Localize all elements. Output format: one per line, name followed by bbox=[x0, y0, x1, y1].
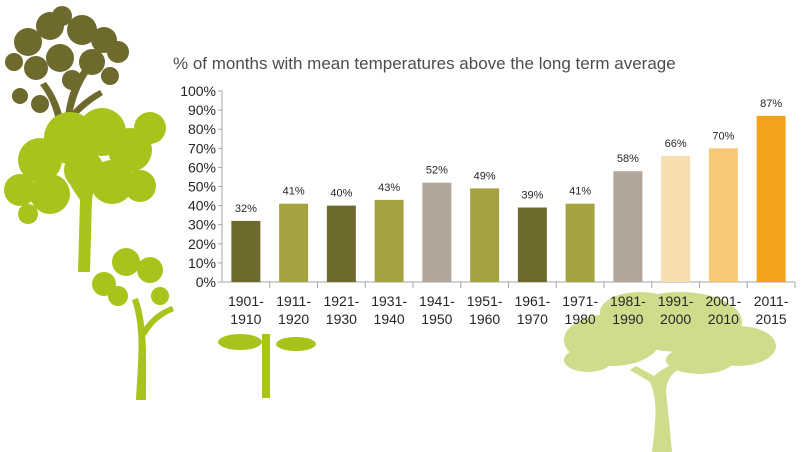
bar bbox=[422, 182, 452, 282]
x-category-label: 2015 bbox=[756, 311, 787, 327]
x-category-label: 1901- bbox=[228, 293, 264, 309]
tree-decorations bbox=[4, 6, 776, 452]
bar-value-label: 41% bbox=[283, 186, 305, 198]
y-tick-label: 70% bbox=[188, 140, 216, 156]
x-category-label: 1930 bbox=[326, 311, 357, 327]
x-category-label: 1931- bbox=[371, 293, 407, 309]
bar-chart: % of months with mean temperatures above… bbox=[173, 54, 796, 327]
x-category-label: 2011- bbox=[754, 293, 789, 309]
small-tree-illustration bbox=[92, 248, 174, 400]
x-category-label: 1980 bbox=[565, 311, 596, 327]
y-tick-label: 0% bbox=[196, 274, 216, 290]
x-category-label: 1991- bbox=[658, 293, 694, 309]
bar bbox=[613, 171, 643, 282]
x-category-label: 1960 bbox=[469, 311, 500, 327]
bar-value-label: 32% bbox=[235, 203, 257, 215]
bar-value-label: 87% bbox=[760, 98, 782, 110]
bar-value-label: 43% bbox=[378, 182, 400, 194]
y-tick-label: 30% bbox=[188, 217, 216, 233]
lime-tree-illustration bbox=[4, 108, 166, 272]
x-category-label: 1970 bbox=[517, 311, 548, 327]
y-tick-label: 10% bbox=[188, 255, 216, 271]
y-tick-label: 100% bbox=[180, 83, 216, 99]
y-tick-label: 20% bbox=[188, 236, 216, 252]
x-category-label: 1940 bbox=[374, 311, 405, 327]
x-category-label: 1950 bbox=[421, 311, 452, 327]
bar-value-label: 58% bbox=[617, 153, 639, 165]
bar bbox=[470, 188, 500, 282]
x-category-label: 1941- bbox=[419, 293, 455, 309]
bar bbox=[661, 155, 691, 282]
dark-tree-illustration bbox=[5, 6, 129, 150]
bar bbox=[708, 148, 738, 282]
bars bbox=[231, 115, 786, 282]
y-tick-label: 60% bbox=[188, 159, 216, 175]
chart-title: % of months with mean temperatures above… bbox=[173, 54, 676, 73]
y-tick-label: 90% bbox=[188, 102, 216, 118]
x-category-label: 1910 bbox=[230, 311, 261, 327]
y-tick-label: 80% bbox=[188, 121, 216, 137]
bar bbox=[565, 203, 595, 282]
bar bbox=[374, 199, 404, 282]
bar-value-label: 49% bbox=[474, 170, 496, 182]
bar-value-label: 39% bbox=[521, 190, 543, 202]
acacia-tree-illustration bbox=[564, 292, 776, 452]
x-category-label: 1961- bbox=[514, 293, 550, 309]
y-tick-label: 50% bbox=[188, 179, 216, 195]
trunk-stub-illustration bbox=[218, 334, 316, 398]
bar-value-label: 40% bbox=[330, 188, 352, 200]
x-category-label: 1911- bbox=[276, 293, 311, 309]
bar-value-label: 70% bbox=[712, 130, 734, 142]
x-category-label: 2000 bbox=[660, 311, 691, 327]
x-category-label: 1920 bbox=[278, 311, 309, 327]
x-category-label: 1971- bbox=[562, 293, 598, 309]
bar-data-labels: 32% 41% 40% 43% 52% 49% 39% 41% 58% 66% 70% 87% bbox=[235, 98, 782, 215]
y-axis-ticks: 0% 10% 20% 30% 40% 50% 60% 70% 80% 90% 100% bbox=[180, 83, 222, 290]
bar-value-label: 66% bbox=[665, 138, 687, 150]
bar-value-label: 41% bbox=[569, 186, 591, 198]
y-tick-label: 40% bbox=[188, 198, 216, 214]
x-category-label: 1990 bbox=[612, 311, 643, 327]
x-category-label: 1921- bbox=[323, 293, 359, 309]
x-category-label: 1981- bbox=[610, 293, 646, 309]
x-category-label: 2010 bbox=[708, 311, 739, 327]
x-category-label: 2001- bbox=[705, 293, 741, 309]
x-axis-ticks: 1901- 1910 1911- 1920 1921- 1930 1931- 1940 1941… bbox=[228, 282, 796, 327]
bar bbox=[326, 205, 356, 282]
bar bbox=[231, 220, 261, 282]
bar bbox=[756, 115, 786, 282]
bar-value-label: 52% bbox=[426, 165, 448, 177]
x-category-label: 1951- bbox=[467, 293, 503, 309]
bar bbox=[279, 203, 309, 282]
bar bbox=[517, 207, 547, 282]
